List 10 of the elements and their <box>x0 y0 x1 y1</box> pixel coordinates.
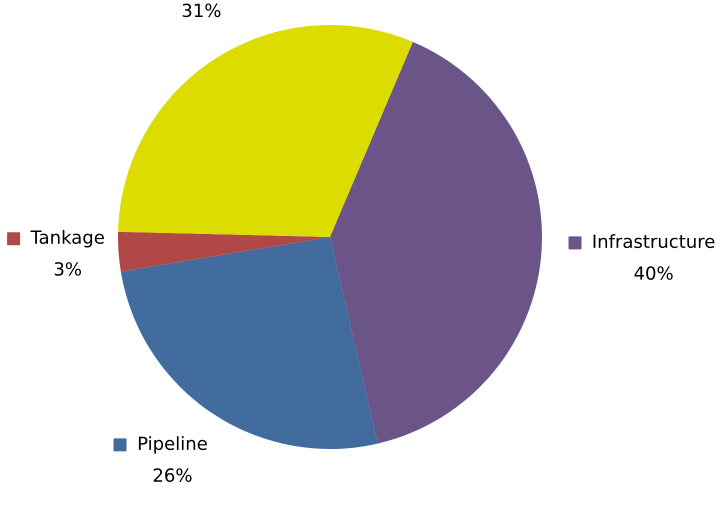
pie-slice <box>330 42 542 444</box>
legend-label: Tankage <box>30 230 104 248</box>
data-label: 40% <box>634 266 673 280</box>
data-label: 26% <box>154 468 192 482</box>
legend-label: Pipeline <box>138 436 207 454</box>
pie-slice <box>118 25 413 237</box>
data-label: 31% <box>182 4 220 18</box>
legend-label: Infrastructure <box>594 234 714 248</box>
data-label: 3% <box>54 262 82 276</box>
pie-slice <box>118 232 330 272</box>
